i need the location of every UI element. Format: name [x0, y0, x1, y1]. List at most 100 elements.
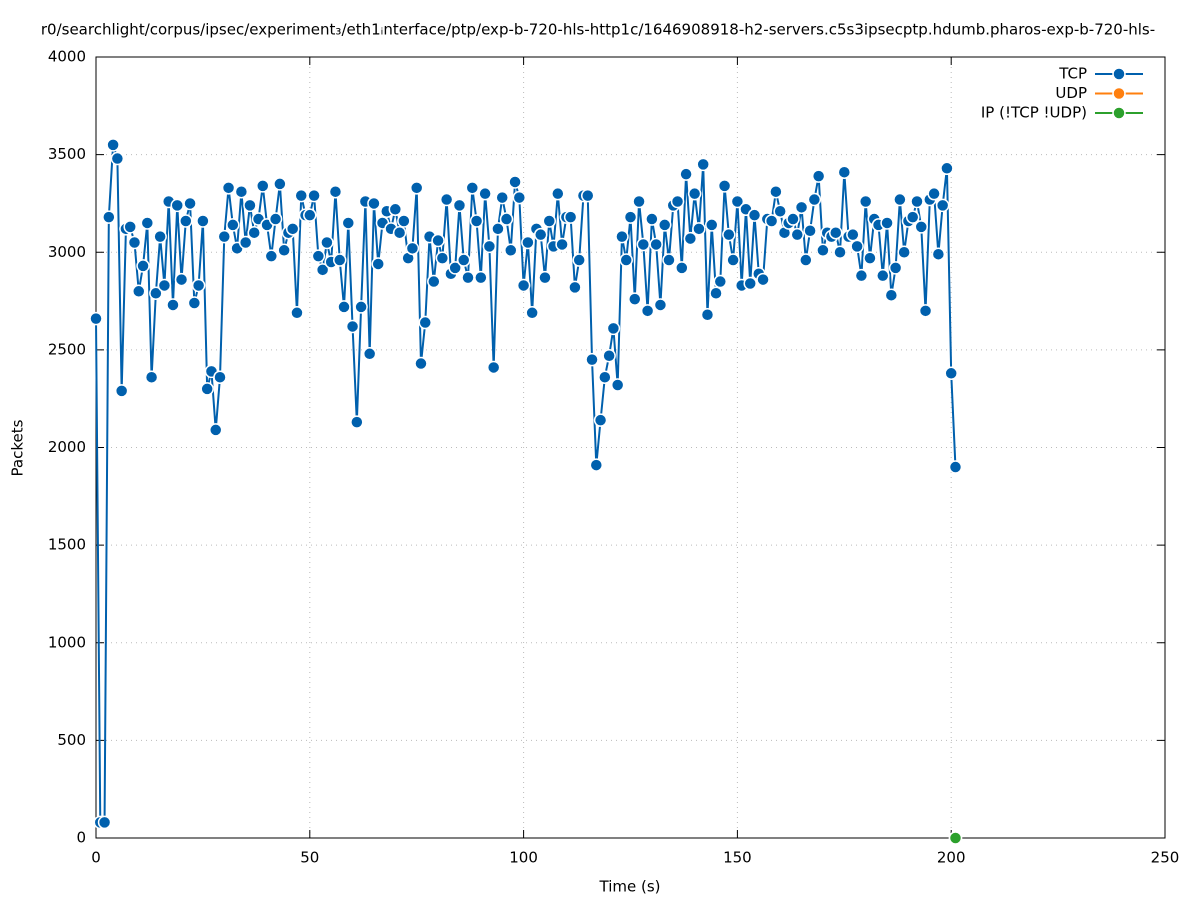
- data-point: [157, 278, 172, 293]
- data-point: [315, 263, 330, 277]
- data-point: [521, 235, 535, 250]
- data-point: [106, 138, 120, 152]
- chart-title: r0/searchlight/corpus/ipsec/experiment₃/…: [41, 21, 1155, 39]
- data-point: [256, 179, 270, 193]
- data-point: [713, 274, 728, 289]
- data-point: [516, 278, 531, 293]
- data-point: [533, 227, 548, 242]
- data-point: [166, 298, 180, 312]
- data-point: [610, 378, 625, 392]
- data-point: [551, 186, 565, 201]
- data-point: [337, 300, 351, 314]
- legend-marker: [1112, 67, 1126, 81]
- data-point: [208, 423, 223, 437]
- data-point: [187, 296, 202, 310]
- data-point: [350, 415, 364, 429]
- x-tick-label: 150: [723, 849, 752, 867]
- data-point: [662, 253, 676, 267]
- data-point: [589, 458, 604, 472]
- data-point: [371, 257, 385, 271]
- y-tick-label: 2500: [48, 340, 86, 358]
- data-point: [354, 300, 368, 314]
- data-point: [435, 251, 450, 265]
- data-point: [944, 366, 958, 381]
- data-point: [294, 188, 308, 203]
- data-point: [397, 214, 411, 228]
- data-point: [140, 216, 155, 230]
- data-point: [914, 220, 929, 234]
- data-point: [850, 239, 864, 254]
- data-point: [709, 286, 723, 301]
- y-tick-label: 3000: [48, 243, 86, 261]
- data-point: [345, 319, 360, 334]
- data-point: [486, 360, 501, 375]
- data-point: [683, 231, 698, 246]
- data-point: [273, 177, 287, 191]
- data-point: [657, 218, 672, 232]
- data-point: [636, 237, 651, 252]
- data-point: [572, 253, 586, 267]
- data-point: [704, 218, 719, 232]
- data-point: [427, 274, 441, 289]
- data-point: [799, 253, 813, 267]
- data-point: [764, 214, 779, 228]
- data-point: [931, 247, 946, 261]
- data-point: [264, 249, 279, 263]
- data-point: [794, 200, 809, 215]
- data-point: [508, 175, 522, 189]
- data-point: [456, 253, 471, 267]
- data-point: [538, 270, 552, 285]
- data-point: [277, 243, 291, 258]
- data-point: [525, 306, 539, 320]
- data-point: [606, 321, 621, 336]
- legend-label: UDP: [1055, 84, 1087, 102]
- data-point: [773, 204, 787, 218]
- data-point: [854, 268, 869, 283]
- data-point: [491, 222, 505, 236]
- data-point: [846, 227, 860, 242]
- x-tick-label: 0: [91, 849, 101, 867]
- data-point: [388, 202, 403, 217]
- data-point: [619, 253, 633, 267]
- data-point: [409, 181, 424, 195]
- data-point: [144, 370, 159, 384]
- data-point: [461, 270, 475, 285]
- data-point: [307, 188, 321, 203]
- data-point: [816, 243, 830, 258]
- data-point: [341, 216, 356, 230]
- data-point: [602, 348, 616, 363]
- data-point: [153, 229, 167, 244]
- data-line: [95, 144, 957, 824]
- y-tick-label: 0: [76, 829, 86, 847]
- data-point: [833, 245, 847, 259]
- data-point: [598, 370, 612, 384]
- data-point: [756, 272, 770, 287]
- y-tick-label: 2000: [48, 438, 86, 456]
- data-point: [132, 284, 146, 299]
- data-point: [418, 315, 433, 330]
- data-point: [769, 184, 783, 199]
- data-point: [692, 222, 706, 236]
- data-point: [311, 249, 326, 263]
- y-tick-label: 3500: [48, 145, 86, 163]
- data-point: [905, 210, 920, 224]
- data-point: [332, 253, 347, 267]
- data-point: [807, 192, 822, 207]
- data-point: [687, 186, 702, 201]
- data-point: [474, 270, 488, 285]
- data-point: [495, 190, 509, 205]
- data-point: [722, 227, 736, 242]
- data-point: [918, 304, 933, 318]
- data-point: [730, 194, 745, 209]
- data-point: [884, 288, 899, 302]
- data-point: [285, 222, 300, 236]
- x-tick-label: 100: [509, 849, 538, 867]
- data-point: [542, 214, 557, 228]
- y-tick-label: 4000: [48, 48, 86, 66]
- data-point: [948, 831, 963, 845]
- data-point: [213, 370, 227, 384]
- data-point: [555, 237, 569, 252]
- data-point: [880, 216, 894, 230]
- data-point: [431, 233, 445, 248]
